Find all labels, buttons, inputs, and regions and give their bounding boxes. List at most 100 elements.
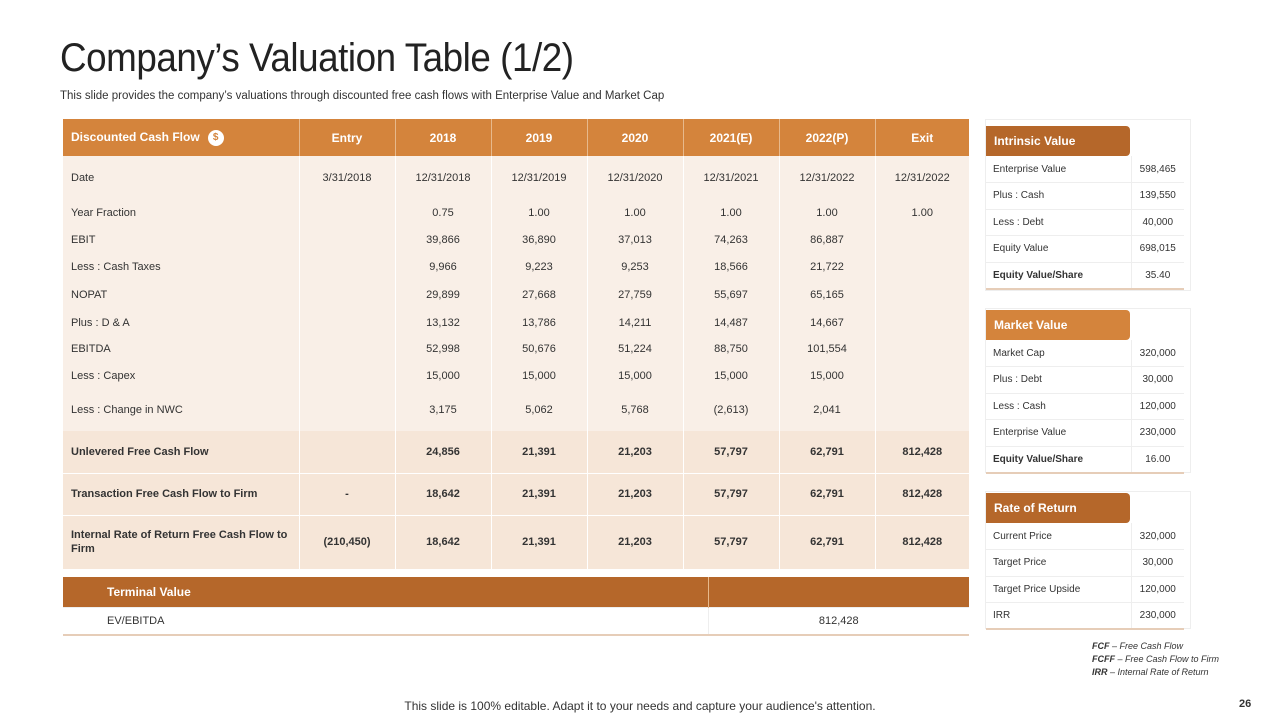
panel-row-label: Enterprise Value [986,156,1131,183]
table-cell: 15,000 [587,362,684,389]
table-cell: 5,062 [491,389,588,431]
table-row: Equity Value 698,015 [986,235,1184,263]
table-row: Target Price Upside 120,000 [986,576,1184,603]
terminal-value-table: Terminal Value EV/EBITDA 812,428 [63,577,969,636]
legend-item: FCF – Free Cash Flow [1092,641,1184,651]
panel-row-value: 230,000 [1130,419,1184,447]
dcf-header-cell: 2019 [491,119,588,156]
table-cell: 21,203 [587,515,684,570]
dcf-header-cell: 2022(P) [779,119,876,156]
table-row: Less : Cash 120,000 [986,393,1184,420]
table-cell: 18,642 [395,515,492,570]
table-cell: 12/31/2022 [875,156,969,199]
row-label: Less : Change in NWC [63,389,300,431]
table-cell: 12/31/2018 [395,156,492,199]
table-cell: 65,165 [779,281,876,309]
table-row: Equity Value/Share 35.40 [986,262,1184,289]
page-number: 26 [1239,698,1252,710]
table-cell: 1.00 [875,199,969,226]
table-cell [875,309,969,336]
panel-row-label: Equity Value/Share [986,446,1131,473]
panel-row-label: Market Cap [986,340,1131,367]
slide-title: Company’s Valuation Table (1/2) [60,36,574,80]
panel-row-label: Plus : Cash [986,182,1131,210]
table-cell: 50,676 [491,336,588,362]
panel-row-label: Equity Value/Share [986,262,1131,289]
panel-row-value: 30,000 [1130,366,1184,394]
row-label: Less : Capex [63,362,300,389]
table-cell [875,226,969,253]
table-cell: 9,223 [491,253,588,281]
table-row: Equity Value/Share 16.00 [986,446,1184,473]
money-bag-icon: $ [207,129,224,146]
table-cell: 55,697 [683,281,780,309]
legend-item: FCFF – Free Cash Flow to Firm [1092,654,1220,664]
intrinsic-value-title: Intrinsic Value [986,126,1130,156]
table-row: Less : Debt 40,000 [986,209,1184,236]
table-cell: 3/31/2018 [299,156,396,199]
table-cell [299,253,396,281]
table-cell: 21,203 [587,431,684,474]
panel-row-value: 139,550 [1130,182,1184,210]
terminal-value-header-blank [707,577,969,607]
row-label: EBIT [63,226,300,253]
table-cell: 12/31/2020 [587,156,684,199]
table-cell: 36,890 [491,226,588,253]
table-row: Less : Cash Taxes 9,966 9,223 9,253 18,566 21… [63,253,969,281]
terminal-value-label: EV/EBITDA [63,606,708,636]
table-cell: 5,768 [587,389,684,431]
table-row: Transaction Free Cash Flow to Firm -18,64… [63,473,969,516]
table-cell: 24,856 [395,431,492,474]
table-row: EBITDA 52,998 50,676 51,224 88,750 101,554 [63,336,969,362]
table-cell: (210,450) [299,515,396,570]
rate-of-return-title: Rate of Return [986,493,1130,523]
dcf-header-cell: 2020 [587,119,684,156]
panel-row-label: Target Price Upside [986,576,1131,603]
intrinsic-value-table: Enterprise Value 598,465 Plus : Cash 139,55… [986,156,1184,290]
dcf-header-label: Discounted Cash Flow $ [63,119,300,156]
table-cell: 57,797 [683,431,780,474]
panel-row-value: 120,000 [1130,576,1184,603]
table-row: EBIT 39,866 36,890 37,013 74,263 86,887 [63,226,969,253]
table-row: Unlevered Free Cash Flow 24,856 21,391 21,2… [63,431,969,474]
table-cell [299,389,396,431]
table-row: Current Price 320,000 [986,523,1184,550]
table-cell: 39,866 [395,226,492,253]
rate-of-return-table: Current Price 320,000 Target Price 30,000 Ta… [986,523,1184,630]
panel-row-label: Target Price [986,549,1131,577]
slide-subtitle: This slide provides the company’s valuat… [60,90,665,102]
table-cell: 9,966 [395,253,492,281]
dcf-table: Discounted Cash Flow $ Entry 2018 2019 20… [63,119,969,570]
panel-row-value: 230,000 [1130,602,1184,630]
dcf-header-cell: Entry [299,119,396,156]
table-cell: 29,899 [395,281,492,309]
table-cell: 14,487 [683,309,780,336]
table-cell: 15,000 [491,362,588,389]
panel-row-label: IRR [986,602,1131,630]
table-cell [299,431,396,474]
table-row: Plus : Debt 30,000 [986,366,1184,394]
table-row: Target Price 30,000 [986,549,1184,577]
table-cell: 21,722 [779,253,876,281]
rate-of-return-panel: Rate of Return Current Price 320,000 Targe… [985,491,1191,630]
table-cell: 3,175 [395,389,492,431]
panel-row-label: Plus : Debt [986,366,1131,394]
table-row: Less : Change in NWC 3,175 5,062 5,768 (2,61… [63,389,969,431]
table-cell [875,389,969,431]
table-cell: 57,797 [683,515,780,570]
table-cell: 12/31/2021 [683,156,780,199]
footer-note: This slide is 100% editable. Adapt it to… [404,699,876,713]
table-cell: 21,203 [587,473,684,516]
row-label: Transaction Free Cash Flow to Firm [63,473,300,516]
table-cell [875,253,969,281]
table-cell [299,199,396,226]
table-cell: 14,211 [587,309,684,336]
table-cell: 0.75 [395,199,492,226]
table-cell [875,281,969,309]
table-row: IRR 230,000 [986,602,1184,630]
panel-row-value: 35.40 [1130,262,1184,289]
table-cell: 21,391 [491,473,588,516]
panel-row-label: Current Price [986,523,1131,550]
table-cell: 62,791 [779,515,876,570]
table-cell: 27,668 [491,281,588,309]
